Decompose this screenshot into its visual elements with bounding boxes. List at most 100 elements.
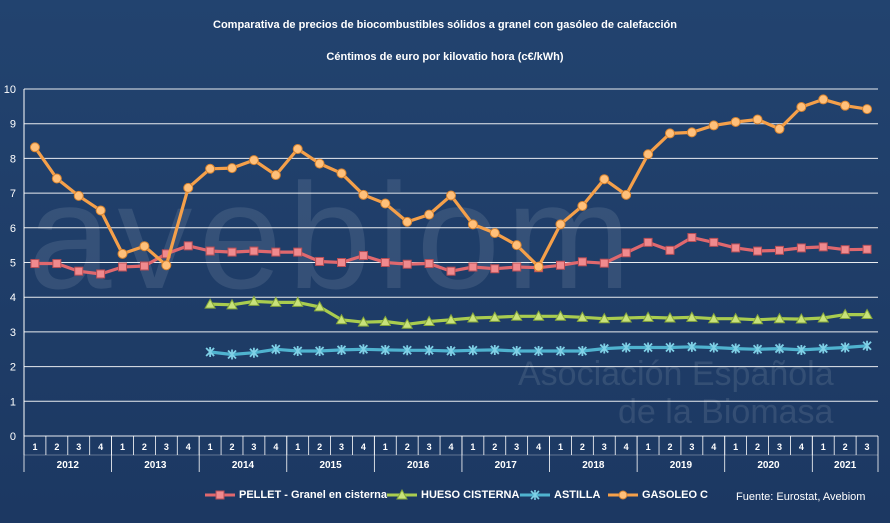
data-point [731, 243, 741, 253]
y-tick-label: 2 [10, 362, 16, 374]
data-point [490, 344, 500, 355]
x-tick-label-year: 2018 [582, 460, 605, 471]
data-point [467, 219, 478, 230]
series-0 [30, 233, 872, 279]
data-point [380, 198, 391, 209]
x-tick-label-quarter: 1 [32, 442, 37, 452]
y-tick-label: 5 [10, 258, 16, 270]
data-point [621, 342, 631, 353]
data-point [226, 298, 238, 310]
data-point [599, 174, 610, 185]
data-point [337, 258, 347, 267]
data-point [468, 345, 478, 356]
data-point [315, 256, 325, 266]
data-point [445, 313, 457, 325]
data-point [292, 144, 303, 155]
data-point [402, 259, 412, 269]
data-point [117, 248, 128, 259]
data-point [818, 242, 828, 252]
data-point [271, 344, 281, 355]
x-tick-label-quarter: 2 [405, 442, 410, 452]
x-tick-label-quarter: 3 [602, 442, 607, 452]
data-point [336, 168, 347, 179]
data-point [862, 340, 872, 351]
data-point [687, 341, 697, 352]
y-tick-label: 4 [10, 292, 16, 304]
data-point [709, 237, 719, 247]
data-point [729, 312, 742, 324]
data-point [862, 244, 872, 254]
data-point [533, 345, 544, 356]
data-point [293, 345, 303, 356]
data-point [488, 311, 501, 322]
x-tick-label-quarter: 4 [273, 442, 278, 452]
data-point [227, 349, 237, 360]
data-point [752, 344, 763, 355]
data-point [796, 243, 806, 253]
x-tick-label-year: 2020 [757, 460, 780, 471]
series-3 [29, 94, 873, 272]
data-point [512, 262, 522, 272]
x-tick-label-quarter: 3 [76, 442, 81, 452]
legend-item-astilla: ASTILLA [520, 489, 600, 501]
data-point [204, 298, 216, 309]
data-point [532, 310, 545, 321]
x-tick-label-quarter: 4 [711, 442, 716, 452]
data-point [709, 342, 719, 353]
data-point [577, 200, 588, 211]
series-2 [205, 340, 872, 360]
data-point [269, 296, 282, 307]
chart-title: Comparativa de precios de biocombustible… [213, 19, 677, 31]
data-point [446, 190, 456, 201]
watermark-line2: de la Biomasa [618, 393, 834, 431]
data-point [446, 266, 456, 276]
data-point [205, 246, 215, 256]
data-point [51, 173, 62, 184]
x-tick-label-quarter: 3 [514, 442, 519, 452]
data-point [270, 170, 281, 181]
y-tick-label: 0 [10, 431, 16, 443]
x-tick-label-quarter: 2 [142, 442, 147, 452]
data-point [183, 241, 193, 251]
x-tick-label-quarter: 3 [777, 442, 782, 452]
data-point [423, 315, 435, 326]
x-tick-label-quarter: 3 [251, 442, 256, 452]
data-point [642, 311, 654, 322]
data-point [730, 116, 741, 127]
data-point [774, 343, 785, 354]
data-point [95, 205, 106, 216]
data-point [227, 163, 238, 174]
data-point [291, 296, 304, 307]
x-tick-label-quarter: 2 [580, 442, 585, 452]
data-point [621, 248, 631, 258]
legend: PELLET - Granel en cisterna HUESO CISTER… [0, 489, 890, 509]
data-point [293, 247, 303, 257]
data-point [753, 246, 763, 256]
data-point [620, 311, 633, 323]
data-point [446, 345, 456, 356]
x-tick-label-quarter: 4 [624, 442, 629, 452]
legend-swatch-pellet [205, 490, 235, 500]
data-point [139, 241, 150, 252]
data-point [664, 311, 676, 323]
data-point [510, 310, 523, 321]
x-tick-label-quarter: 1 [470, 442, 475, 452]
data-point [402, 216, 413, 227]
x-tick-label-year: 2016 [407, 460, 430, 471]
data-point [708, 120, 719, 131]
legend-label-hueso: HUESO CISTERNA [421, 489, 520, 501]
x-tick-label-quarter: 3 [164, 442, 169, 452]
data-point [533, 261, 544, 272]
data-point [358, 344, 369, 355]
data-point [52, 259, 62, 269]
data-point [73, 190, 84, 201]
y-tick-label: 8 [10, 153, 16, 165]
data-point [643, 237, 653, 247]
data-point [840, 245, 850, 255]
data-point [643, 342, 653, 353]
legend-item-gasoleo: GASOLEO C [608, 489, 708, 501]
legend-item-pellet: PELLET - Granel en cisterna [205, 489, 387, 501]
data-point [489, 228, 500, 239]
data-point [818, 94, 829, 105]
data-point [29, 142, 40, 153]
